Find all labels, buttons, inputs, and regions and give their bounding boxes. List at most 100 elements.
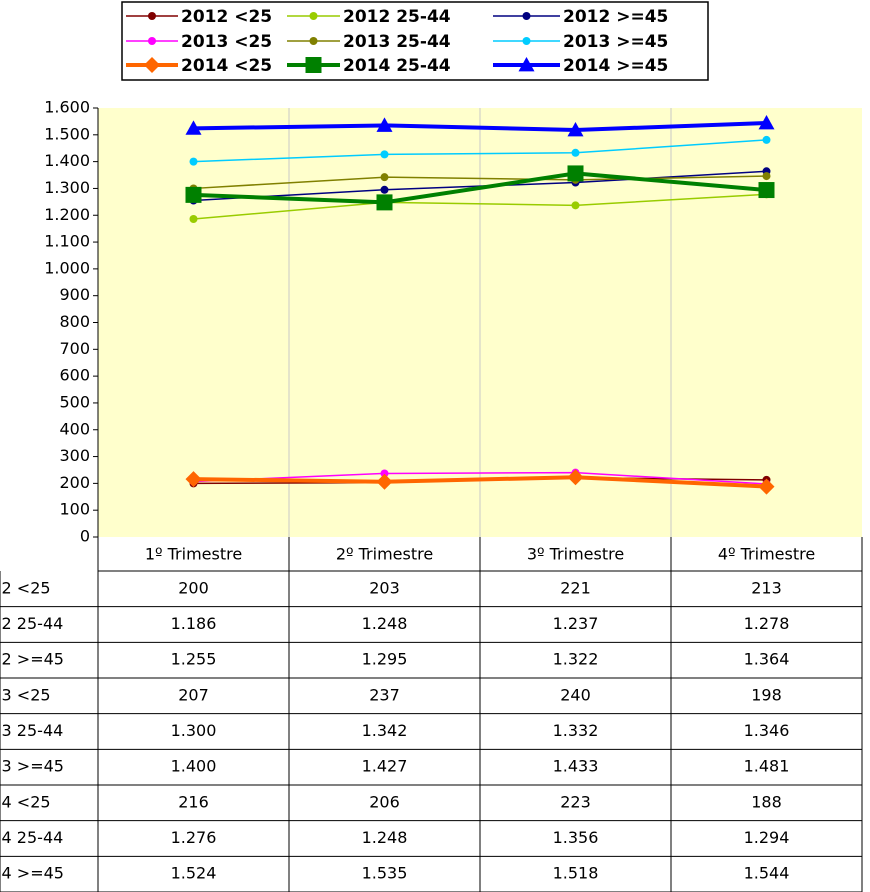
series-line [193,471,767,485]
legend-label: 2014 25-44 [343,56,451,76]
y-tick-label: 1.500 [44,124,90,143]
legend-label: 2014 <25 [181,56,272,76]
table-value: 216 [178,792,209,811]
table-value: 1.518 [553,864,599,883]
marker [567,469,584,486]
marker [185,471,202,488]
legend-label: 2013 <25 [181,32,272,52]
y-tick-label: 1.600 [44,98,90,117]
table-value: 1.294 [744,828,790,847]
marker [189,215,198,224]
legend-marker [309,37,318,45]
legend-box [121,1,709,81]
table-value: 1.276 [171,828,217,847]
table-value: 1.322 [553,650,599,669]
marker [571,148,580,157]
table-value: 207 [178,685,209,704]
table-value: 1.237 [553,614,599,633]
marker [376,194,393,211]
table-value: 198 [751,685,782,704]
y-tick-label: 0 [80,527,90,546]
marker [571,201,580,210]
legend-marker [148,12,156,20]
table-value: 1.356 [553,828,599,847]
table-value: 1.248 [362,614,408,633]
table-value: 1.346 [744,721,790,740]
table-value: 1.278 [744,614,790,633]
row-label: 2013 >=45 [0,757,64,776]
y-tick-label: 300 [59,446,90,465]
marker [376,117,393,132]
table-value: 203 [369,578,400,597]
legend-marker [305,57,322,73]
series-line [193,139,767,163]
marker [376,473,393,490]
table-value: 1.427 [362,757,408,776]
marker [189,157,198,166]
table-value: 213 [751,578,782,597]
marker [567,165,584,182]
table-value: 1.400 [171,757,217,776]
table-value: 188 [751,792,782,811]
legend-marker [522,37,531,45]
table-value: 1.186 [171,614,217,633]
y-tick-label: 1.200 [44,205,90,224]
y-tick-label: 500 [59,392,90,411]
y-tick-label: 700 [59,339,90,358]
series-line [193,175,767,190]
legend-label: 2012 <25 [181,7,272,27]
marker [762,135,771,144]
marker [380,173,389,182]
table-value: 1.433 [553,757,599,776]
row-label: 2014 >=45 [0,864,64,883]
marker [185,120,202,135]
marker [185,186,202,203]
legend-marker [309,12,318,20]
table-value: 1.248 [362,828,408,847]
y-tick-label: 800 [59,312,90,331]
table-value: 1.481 [744,757,790,776]
table-value: 1.342 [362,721,408,740]
y-tick-label: 200 [59,473,90,492]
row-label: 2012 >=45 [0,650,64,669]
y-tick-label: 400 [59,419,90,438]
table-value: 223 [560,792,591,811]
legend-marker [148,37,156,45]
series-line [193,121,767,132]
table-value: 237 [369,685,400,704]
series-line [193,193,767,220]
table-value: 206 [369,792,400,811]
table-value: 1.544 [744,864,790,883]
y-tick-label: 1.300 [44,178,90,197]
table-value: 1.255 [171,650,217,669]
table-value: 1.364 [744,650,790,669]
row-label: 2013 <25 [0,685,51,704]
marker [762,172,771,181]
table-value: 1.524 [171,864,217,883]
table-value: 1.535 [362,864,408,883]
marker [567,121,584,137]
table-value: 221 [560,578,591,597]
x-tick-label: 1º Trimestre [145,545,242,564]
table-value: 240 [560,685,591,704]
series-line [193,171,767,205]
table-value: 1.295 [362,650,408,669]
legend-marker [522,12,531,20]
y-tick-label: 1.000 [44,258,90,277]
row-label: 2014 25-44 [0,828,63,847]
y-tick-label: 900 [59,285,90,304]
x-tick-label: 3º Trimestre [527,545,624,564]
legend-label: 2012 >=45 [563,7,668,27]
marker [380,469,389,478]
marker [758,478,775,495]
legend-marker [518,57,535,72]
table-value: 1.332 [553,721,599,740]
x-tick-label: 4º Trimestre [718,545,815,564]
marker [758,115,775,130]
row-label: 2012 25-44 [0,614,63,633]
legend-label: 2012 25-44 [343,7,451,27]
y-tick-label: 1.100 [44,232,90,251]
legend-marker [144,57,160,73]
series-line [193,475,767,489]
row-label: 2013 25-44 [0,721,63,740]
